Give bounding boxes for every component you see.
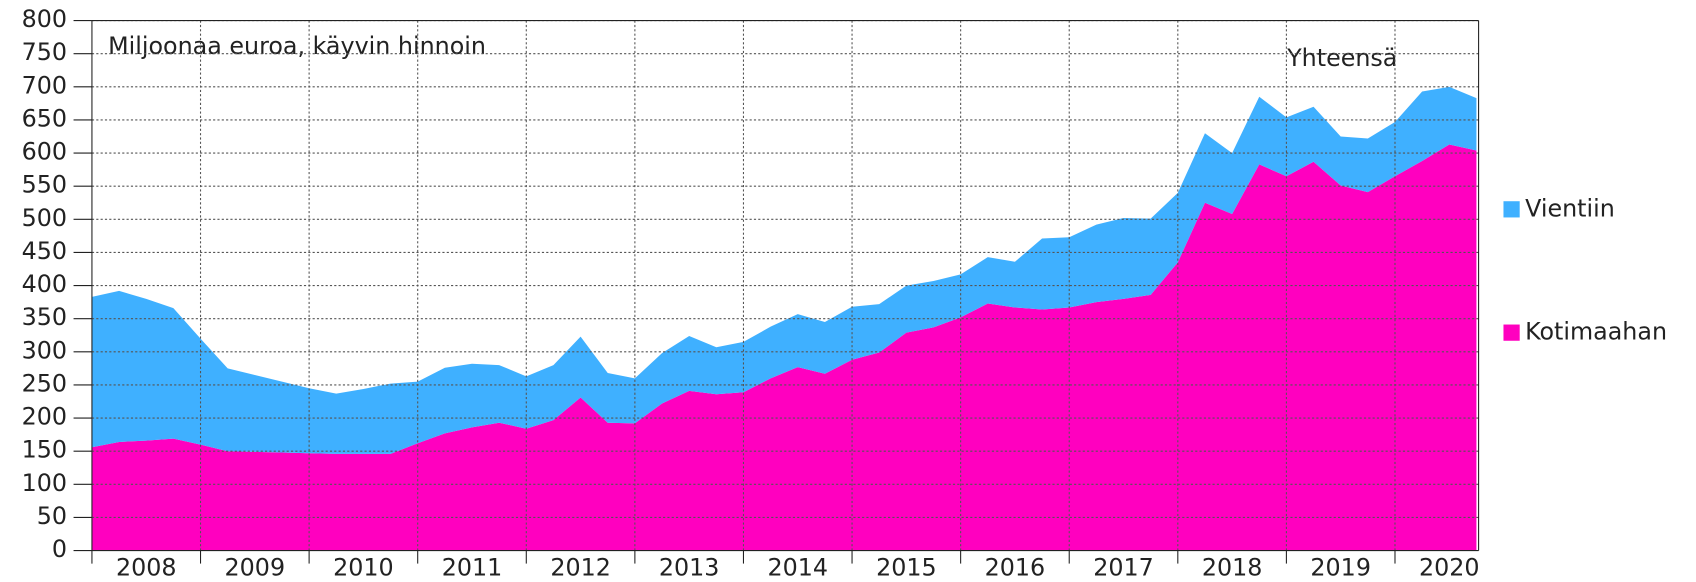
area bbox=[91, 86, 1477, 454]
legend-swatch bbox=[1503, 201, 1520, 218]
y-tick-label: 650 bbox=[22, 104, 67, 132]
area bbox=[91, 144, 1477, 551]
y-tick-label: 400 bbox=[22, 270, 67, 298]
y-tick-label: 450 bbox=[22, 237, 67, 265]
x-tick-label: 2017 bbox=[1093, 553, 1154, 581]
x-tick-label: 2013 bbox=[659, 553, 720, 581]
y-tick-label: 300 bbox=[22, 336, 67, 364]
y-tick-label: 50 bbox=[37, 502, 67, 530]
legend-label: Vientiin bbox=[1525, 194, 1615, 222]
x-tick-label: 2012 bbox=[550, 553, 611, 581]
y-tick-label: 750 bbox=[22, 38, 67, 66]
y-tick-label: 0 bbox=[52, 535, 67, 563]
x-tick-label: 2008 bbox=[116, 553, 177, 581]
y-tick-label: 600 bbox=[22, 138, 67, 166]
y-tick-label: 550 bbox=[22, 171, 67, 199]
x-tick-label: 2020 bbox=[1419, 553, 1480, 581]
x-tick-label: 2018 bbox=[1202, 553, 1263, 581]
y-tick-label: 250 bbox=[22, 369, 67, 397]
x-tick-label: 2016 bbox=[985, 553, 1046, 581]
y-tick-label: 200 bbox=[22, 403, 67, 431]
y-tick-label: 800 bbox=[22, 5, 67, 33]
y-tick-label: 350 bbox=[22, 303, 67, 331]
x-tick-label: 2011 bbox=[442, 553, 503, 581]
x-tick-label: 2015 bbox=[876, 553, 937, 581]
legend-label: Kotimaahan bbox=[1525, 318, 1667, 346]
x-tick-label: 2009 bbox=[225, 553, 286, 581]
y-tick-label: 100 bbox=[22, 469, 67, 497]
x-tick-label: 2014 bbox=[767, 553, 828, 581]
y-tick-label: 150 bbox=[22, 436, 67, 464]
y-tick-label: 500 bbox=[22, 204, 67, 232]
x-tick-label: 2010 bbox=[333, 553, 394, 581]
legend-swatch bbox=[1503, 324, 1520, 341]
unit-note: Miljoonaa euroa, käyvin hinnoin bbox=[108, 32, 486, 60]
x-tick-label: 2019 bbox=[1310, 553, 1371, 581]
y-tick-label: 700 bbox=[22, 71, 67, 99]
total-note: Yhteensä bbox=[1286, 44, 1397, 72]
